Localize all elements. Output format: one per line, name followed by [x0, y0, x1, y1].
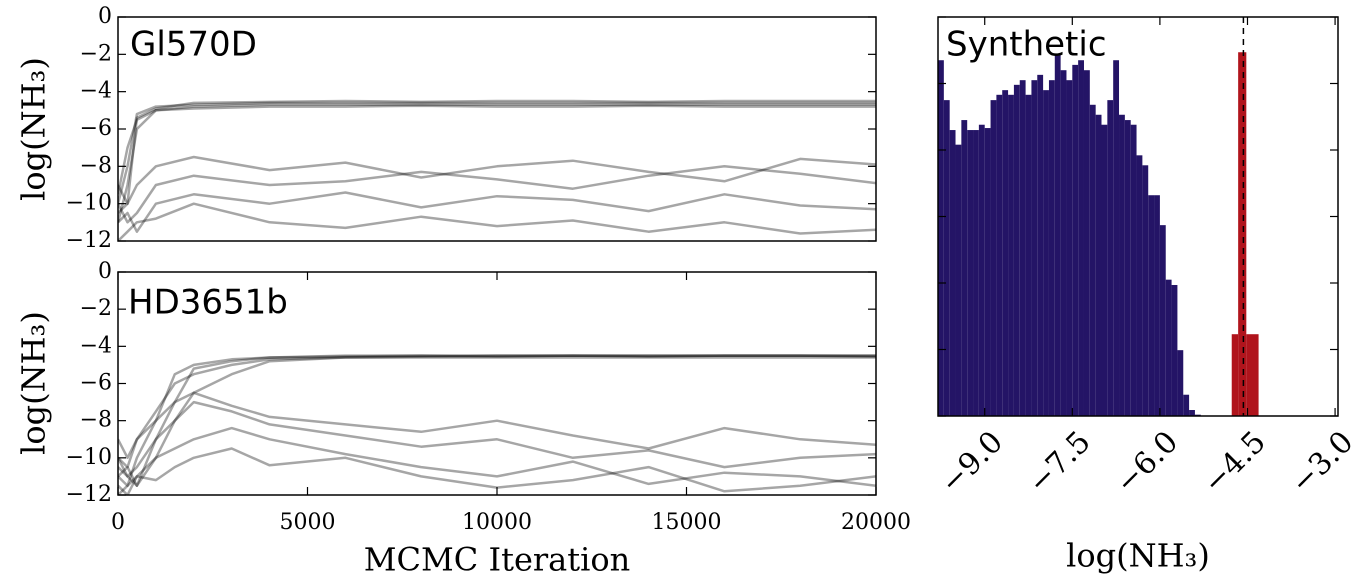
- hist-bar: [1089, 104, 1096, 416]
- walker-trace: [118, 191, 876, 233]
- hist-bar: [1130, 124, 1137, 416]
- panel-title: HD3651b: [128, 283, 288, 323]
- y-tick-label: 0: [98, 4, 112, 29]
- x-tick-label: 20000: [841, 510, 911, 535]
- y-axis-label: log(NH₃): [15, 57, 53, 201]
- hist-bar: [1066, 80, 1073, 416]
- hist-bar: [1002, 90, 1009, 416]
- y-tick-label: −12: [66, 228, 112, 253]
- hist-bar: [1124, 120, 1131, 416]
- x-tick-label: −4.5: [1197, 425, 1273, 501]
- plot-area: [938, 17, 1259, 416]
- x-axis-label: MCMC Iteration: [364, 541, 630, 578]
- hist-bar: [961, 120, 968, 416]
- x-tick-label: 5000: [280, 510, 336, 535]
- y-tick-label: 0: [98, 259, 112, 284]
- hist-bar: [990, 100, 997, 416]
- hist-bar: [1246, 334, 1259, 416]
- x-tick-label: 15000: [652, 510, 722, 535]
- x-tick-label: −6.0: [1109, 425, 1185, 501]
- walker-trace: [118, 354, 876, 487]
- hist-bar: [1189, 410, 1195, 416]
- walker-trace: [118, 103, 876, 223]
- walker-trace: [118, 400, 876, 478]
- walker-trace: [118, 426, 876, 487]
- y-tick-label: −8: [80, 408, 112, 433]
- hist-bar: [1031, 80, 1038, 416]
- plot-area: [118, 354, 876, 495]
- x-axis-label: log(NH₃): [1066, 537, 1210, 575]
- walker-trace: [118, 354, 876, 487]
- walker-trace: [118, 165, 876, 224]
- hist-bar: [1177, 350, 1184, 416]
- hist-bar: [1060, 70, 1067, 416]
- hist-bar: [1008, 94, 1014, 416]
- walker-trace: [118, 202, 876, 241]
- hist-bar: [1054, 54, 1061, 416]
- hist-bar: [1136, 155, 1143, 416]
- y-axis-label: log(NH₃): [15, 311, 53, 455]
- x-tick-label: 10000: [462, 510, 532, 535]
- hist-bar: [1025, 94, 1032, 416]
- y-tick-label: −12: [66, 482, 112, 507]
- x-tick-label: 0: [111, 510, 125, 535]
- hist-bar: [943, 100, 950, 416]
- hist-bar: [1037, 74, 1044, 416]
- hist-bar: [1159, 225, 1166, 416]
- hist-bar: [1107, 100, 1114, 416]
- x-tick-label: −3.0: [1284, 425, 1360, 501]
- y-tick-label: −10: [66, 445, 112, 470]
- hist-bar: [1078, 60, 1084, 416]
- hist-bar: [949, 130, 956, 416]
- hist-bar: [1013, 84, 1020, 416]
- walker-trace: [118, 354, 876, 495]
- walker-trace: [118, 356, 876, 469]
- hist-bar: [1165, 279, 1172, 416]
- hist-bar: [984, 128, 991, 416]
- walker-trace: [118, 391, 876, 460]
- walker-trace: [118, 447, 876, 495]
- walker-trace: [118, 104, 876, 195]
- hist-bar: [1119, 114, 1125, 416]
- y-tick-label: −6: [80, 116, 112, 141]
- hist-bar: [1095, 114, 1102, 416]
- hist-bar: [1113, 60, 1120, 416]
- hist-bar: [978, 124, 985, 416]
- y-tick-label: −4: [80, 333, 112, 358]
- hist-bar: [1043, 90, 1049, 416]
- plot-area: [118, 99, 876, 241]
- hist-bar: [1142, 165, 1149, 416]
- hist-bar: [938, 60, 944, 416]
- y-tick-label: −6: [80, 371, 112, 396]
- y-tick-label: −10: [66, 191, 112, 216]
- hist-bar: [1101, 124, 1108, 416]
- walker-trace: [118, 155, 876, 205]
- hist-bar: [967, 130, 974, 416]
- hist-bar: [973, 130, 979, 416]
- hist-bar: [955, 144, 962, 416]
- hist-bar: [1154, 195, 1160, 416]
- hist-bar: [1238, 52, 1247, 416]
- y-tick-label: −2: [80, 41, 112, 66]
- y-tick-label: −2: [80, 296, 112, 321]
- walker-trace: [118, 101, 876, 205]
- hist-bar: [1083, 70, 1090, 416]
- hist-bar: [1019, 80, 1026, 416]
- y-tick-label: −4: [80, 79, 112, 104]
- hist-bar: [1183, 394, 1190, 416]
- hist-bar: [1171, 284, 1178, 416]
- hist-bar: [1048, 80, 1055, 416]
- y-tick-label: −8: [80, 153, 112, 178]
- hist-bar: [996, 94, 1003, 416]
- hist-bar: [1072, 64, 1079, 416]
- hist-bar: [1148, 195, 1155, 416]
- panel-title: Gl570D: [130, 25, 257, 65]
- x-tick-label: −9.0: [934, 425, 1010, 501]
- panel-title: Synthetic: [946, 25, 1107, 65]
- hist-bar: [1231, 334, 1239, 416]
- x-tick-label: −7.5: [1021, 425, 1097, 501]
- walker-trace: [118, 99, 876, 214]
